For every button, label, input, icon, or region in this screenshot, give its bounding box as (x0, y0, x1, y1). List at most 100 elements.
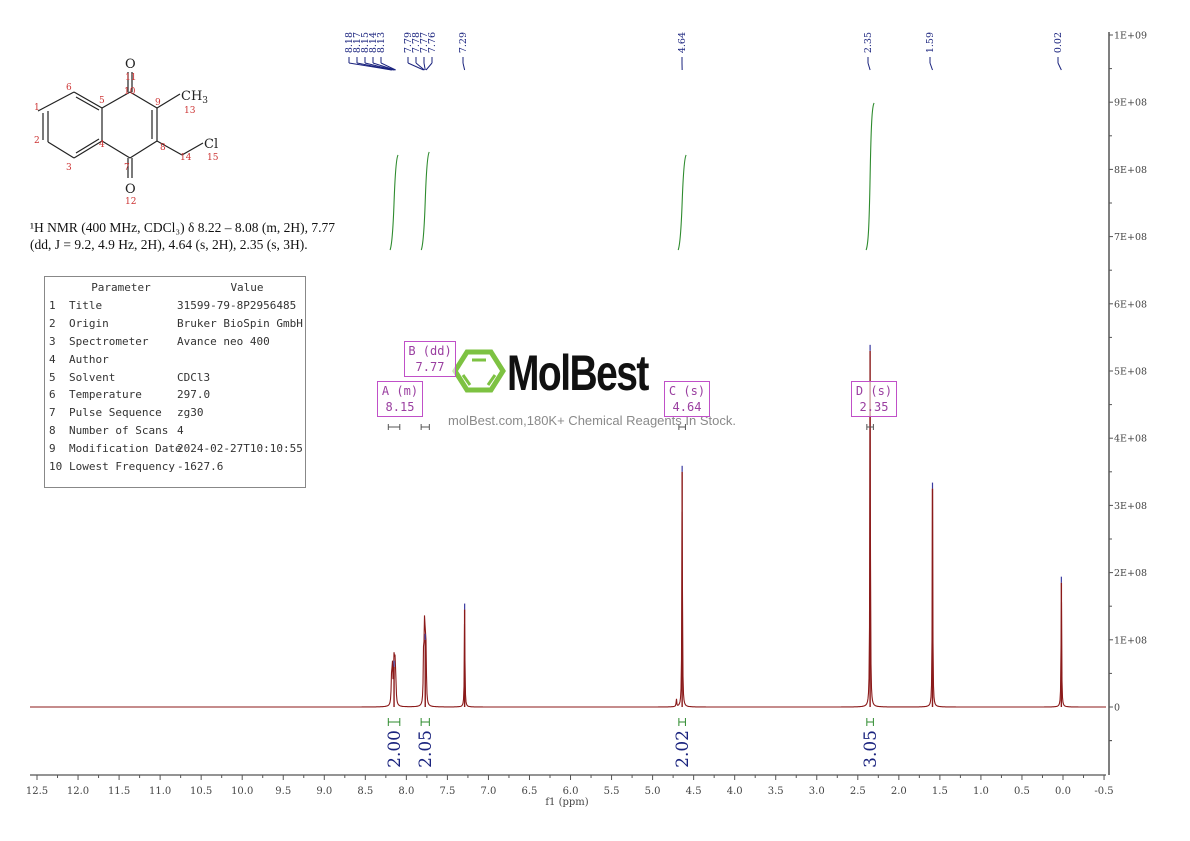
parameter-row: 9 Modification Date 2024-02-27T10:10:55 (45, 439, 305, 457)
svg-text:7.78: 7.78 (411, 32, 422, 53)
multiplet-label-d: D (s) 2.35 (851, 381, 897, 417)
svg-text:8E+08: 8E+08 (1114, 165, 1147, 176)
row-value: CDCl3 (177, 370, 211, 384)
svg-text:3.05: 3.05 (861, 730, 881, 768)
svg-text:2.5: 2.5 (850, 786, 866, 797)
svg-text:6.5: 6.5 (522, 786, 538, 797)
svg-text:11.5: 11.5 (108, 786, 130, 797)
svg-text:7.79: 7.79 (403, 32, 414, 53)
svg-text:4.5: 4.5 (686, 786, 702, 797)
parameter-table: Parameter Value 1 Title 31599-79-8P2956485… (44, 276, 306, 488)
svg-text:7.29: 7.29 (458, 32, 469, 53)
svg-text:2.00: 2.00 (385, 730, 405, 768)
parameter-row: 8 Number of Scans 4 (45, 422, 305, 440)
spectrum-trace (30, 387, 1106, 708)
row-value: -1627.6 (177, 459, 224, 473)
svg-text:2.02: 2.02 (673, 730, 693, 768)
parameter-row: 6 Temperature 297.0 (45, 386, 305, 404)
svg-text:8: 8 (160, 143, 166, 153)
svg-text:2: 2 (34, 136, 40, 146)
svg-text:2E+08: 2E+08 (1114, 568, 1147, 579)
x-axis-ticks: 12.5 12.0 11.5 11.0 10.5 10.0 9.5 9.0 8.5 8.0 7.5 7… (26, 775, 1114, 797)
row-value: 4 (177, 423, 184, 437)
row-index: 10 (49, 459, 63, 473)
svg-text:10.0: 10.0 (231, 786, 253, 797)
svg-text:7.76: 7.76 (427, 32, 438, 53)
parameter-row: 4 Author (45, 350, 305, 368)
svg-text:3.5: 3.5 (768, 786, 784, 797)
row-value: Bruker BioSpin GmbH (177, 317, 303, 331)
svg-text:12: 12 (125, 197, 136, 207)
chlorine-label: Cl (204, 137, 218, 152)
svg-text:6.0: 6.0 (563, 786, 579, 797)
parameter-row: 7 Pulse Sequence zg30 (45, 404, 305, 422)
row-index: 3 (49, 334, 56, 348)
svg-text:9.0: 9.0 (316, 786, 332, 797)
svg-text:0: 0 (1114, 703, 1120, 714)
svg-text:8.17: 8.17 (352, 32, 363, 53)
svg-text:2.0: 2.0 (891, 786, 907, 797)
svg-text:12.5: 12.5 (26, 786, 48, 797)
nmr-description-line1: ¹H NMR (400 MHz, CDCl₃) δ 8.22 – 8.08 (m… (30, 220, 335, 235)
row-value: 297.0 (177, 388, 211, 402)
svg-text:15: 15 (207, 153, 219, 163)
row-parameter: Origin (69, 317, 109, 331)
row-index: 1 (49, 299, 56, 313)
svg-text:5: 5 (99, 96, 105, 106)
watermark-tagline: molBest.com,180K+ Chemical Reagents In S… (448, 413, 736, 428)
row-parameter: Author (69, 352, 109, 366)
svg-text:8.0: 8.0 (398, 786, 414, 797)
molbest-logo-icon (452, 349, 506, 393)
svg-text:8.15: 8.15 (360, 32, 371, 53)
svg-text:4.0: 4.0 (727, 786, 743, 797)
svg-text:8.5: 8.5 (357, 786, 373, 797)
svg-text:11.0: 11.0 (149, 786, 171, 797)
oxygen-bottom-label: O (125, 182, 136, 197)
header-parameter: Parameter (91, 280, 151, 294)
svg-text:8.13: 8.13 (376, 32, 387, 53)
watermark-logo-text: MolBest (507, 345, 649, 401)
svg-text:7E+08: 7E+08 (1114, 232, 1147, 243)
svg-text:5E+08: 5E+08 (1114, 367, 1147, 378)
svg-text:4E+08: 4E+08 (1114, 434, 1147, 445)
svg-text:13: 13 (184, 106, 196, 116)
row-index: 9 (49, 441, 56, 455)
svg-text:4.64: 4.64 (677, 32, 688, 53)
row-parameter: Temperature (69, 388, 142, 402)
nmr-description: ¹H NMR (400 MHz, CDCl₃) δ 8.22 – 8.08 (m… (30, 219, 360, 253)
row-parameter: Spectrometer (69, 334, 149, 348)
row-parameter: Number of Scans (69, 423, 169, 437)
parameter-table-header: Parameter Value (45, 277, 305, 297)
row-parameter: Solvent (69, 370, 116, 384)
molecule-structure (37, 72, 204, 178)
svg-text:2.05: 2.05 (416, 730, 436, 768)
svg-text:7.77: 7.77 (419, 32, 430, 53)
svg-text:9: 9 (155, 98, 161, 108)
peak-top-markers (393, 344, 1063, 707)
row-parameter: Lowest Frequency (69, 459, 175, 473)
row-value: zg30 (177, 406, 204, 420)
row-index: 5 (49, 370, 56, 384)
svg-text:1.5: 1.5 (932, 786, 948, 797)
multiplet-label-a: A (m) 8.15 (377, 381, 423, 417)
row-parameter: Modification Date (69, 441, 182, 455)
svg-text:11: 11 (125, 73, 136, 83)
svg-text:-0.5: -0.5 (1094, 786, 1113, 797)
row-value: Avance neo 400 (177, 334, 270, 348)
parameter-row: 5 Solvent CDCl3 (45, 368, 305, 386)
svg-text:3E+08: 3E+08 (1114, 501, 1147, 512)
row-value: 2024-02-27T10:10:55 (177, 441, 303, 455)
parameter-row: 3 Spectrometer Avance neo 400 (45, 333, 305, 351)
svg-text:5.0: 5.0 (645, 786, 661, 797)
svg-text:4: 4 (99, 140, 105, 150)
svg-text:2.35: 2.35 (863, 32, 874, 53)
svg-text:1E+08: 1E+08 (1114, 635, 1147, 646)
svg-text:0.0: 0.0 (1055, 786, 1071, 797)
svg-text:9E+08: 9E+08 (1114, 98, 1147, 109)
svg-text:10.5: 10.5 (190, 786, 212, 797)
svg-text:7.0: 7.0 (480, 786, 496, 797)
peak-labels: 8.188.178.158.148.13 7.797.787.777.76 7.29… (344, 32, 1064, 71)
